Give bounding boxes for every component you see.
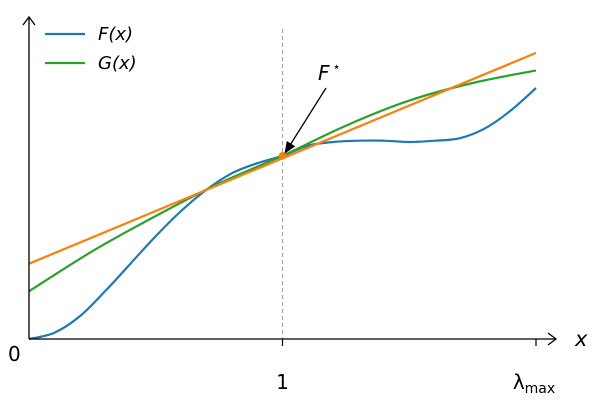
lambda-subscript: max (525, 381, 556, 397)
origin-label: 0 (8, 342, 21, 366)
series-line-G (28, 69, 537, 293)
legend-label-G: G(x) (98, 53, 137, 74)
legend-label-F: F(x) (98, 24, 133, 45)
x-tick-label-1: 1 (276, 370, 289, 394)
annotation-superscript: ⋆ (333, 60, 341, 75)
y-axis-arrow (22, 15, 36, 26)
x-axis-arrow (547, 332, 558, 346)
annotation-F-star: F ⋆ (318, 60, 341, 85)
annotation-letter: F (318, 61, 330, 85)
tangent-point-marker (278, 151, 287, 160)
x-tick-label-lambda-max: λmax (513, 370, 555, 397)
lambda-symbol: λ (513, 370, 525, 394)
legend: F(x) G(x) (45, 24, 137, 74)
annotation-arrow (285, 87, 327, 152)
x-axis-label: x (574, 327, 588, 351)
annotation-arrowhead (284, 140, 296, 154)
